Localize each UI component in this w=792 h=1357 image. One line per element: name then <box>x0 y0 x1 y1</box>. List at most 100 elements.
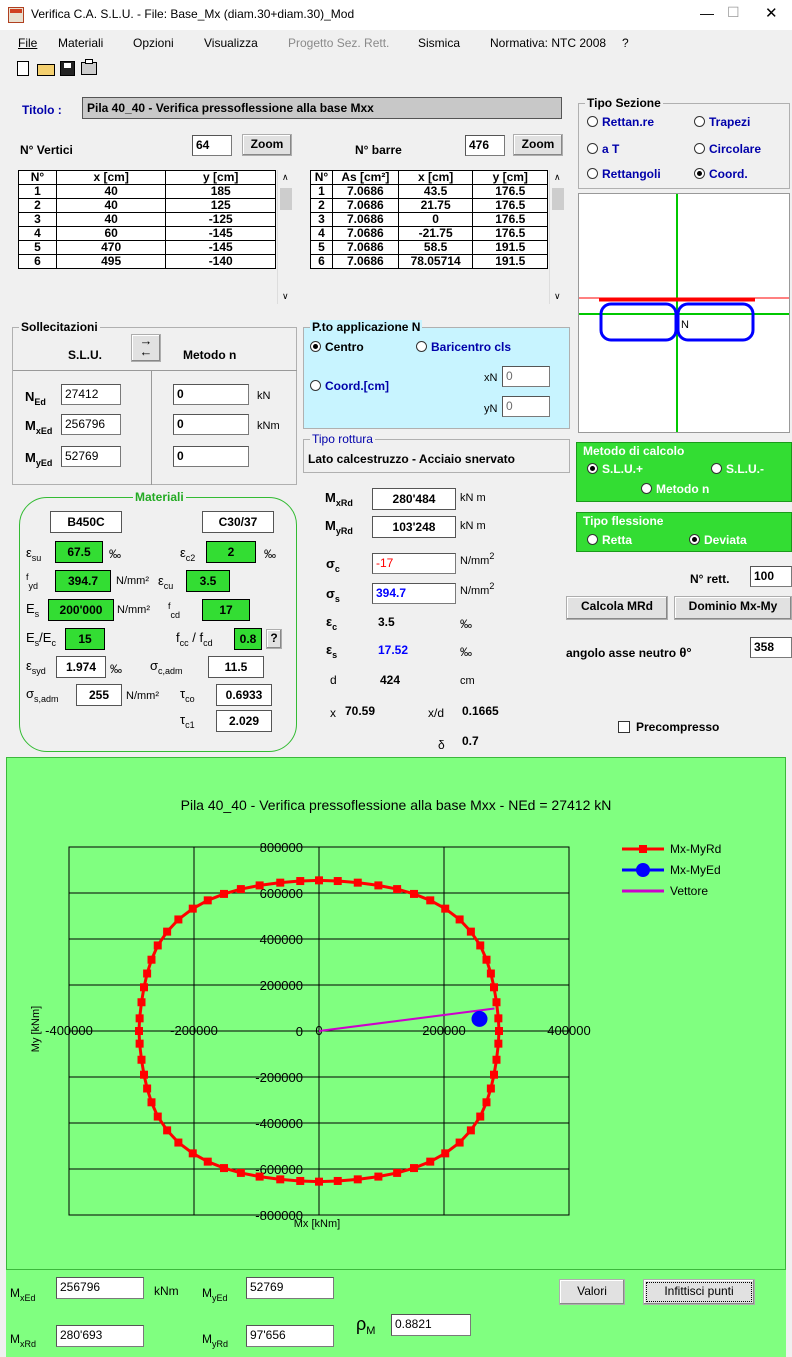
table-row[interactable]: 6 495 -140 <box>18 254 276 269</box>
menu-sismica[interactable]: Sismica <box>418 36 461 50</box>
table-row[interactable]: 2 7.0686 21.75 176.5 <box>310 198 548 213</box>
table-row[interactable]: 4 60 -145 <box>18 226 276 241</box>
scroll-thumb[interactable] <box>280 188 292 210</box>
scroll-down-icon[interactable]: ∨ <box>282 291 289 301</box>
calcola-mrd-button[interactable]: Calcola MRd <box>566 596 668 620</box>
vertici-count-input[interactable]: 64 <box>192 135 232 156</box>
barre-scrollbar[interactable]: ∧ ∨ <box>549 170 566 304</box>
barre-count-input[interactable]: 476 <box>465 135 505 156</box>
tco-field[interactable]: 0.6933 <box>216 684 272 706</box>
dominio-button[interactable]: Dominio Mx-My <box>674 596 792 620</box>
domain-point <box>490 983 498 992</box>
menu-normativa[interactable]: Normativa: NTC 2008 <box>490 36 607 50</box>
materiali-title: Materiali <box>133 490 186 504</box>
tc1-field[interactable]: 2.029 <box>216 710 272 732</box>
maximize-button[interactable]: ☐ <box>727 4 740 20</box>
toolbar <box>0 56 792 82</box>
scroll-thumb[interactable] <box>552 188 564 210</box>
myed-n-input[interactable]: 0 <box>173 446 249 467</box>
yn-input[interactable]: 0 <box>502 396 550 417</box>
menu-help[interactable]: ? <box>622 36 629 50</box>
es-field[interactable]: 200'000 <box>48 599 114 621</box>
radio-retta[interactable]: Retta <box>587 533 632 547</box>
radio-slu-minus[interactable]: S.L.U.- <box>711 462 764 476</box>
menu-file[interactable]: File <box>18 36 38 50</box>
mxed-n-input[interactable]: 0 <box>173 414 249 435</box>
radio-rettanre[interactable]: Rettan.re <box>587 115 654 129</box>
ned-input[interactable]: 27412 <box>61 384 121 405</box>
vertici-zoom-button[interactable]: Zoom <box>242 134 292 156</box>
table-row[interactable]: 3 40 -125 <box>18 212 276 227</box>
radio-deviata[interactable]: Deviata <box>689 533 747 547</box>
fyd-field[interactable]: 394.7 <box>55 570 111 592</box>
ned-n-input[interactable]: 0 <box>173 384 249 405</box>
myed-input[interactable]: 52769 <box>61 446 121 467</box>
table-row[interactable]: 5 470 -145 <box>18 240 276 255</box>
eps-c-value: 3.5 <box>378 615 395 629</box>
barre-zoom-button[interactable]: Zoom <box>513 134 563 156</box>
precompresso-checkbox[interactable]: Precompresso <box>618 720 719 734</box>
scroll-up-icon[interactable]: ∧ <box>554 172 561 182</box>
radio-trapezi[interactable]: Trapezi <box>694 115 750 129</box>
radio-coord-cm[interactable]: Coord.[cm] <box>310 379 389 393</box>
nrett-input[interactable]: 100 <box>750 566 792 587</box>
scroll-up-icon[interactable]: ∧ <box>282 172 289 182</box>
barre-table[interactable]: N° As [cm²] x [cm] y [cm] 1 7.0686 43.5 176… <box>310 170 548 269</box>
fcd-field[interactable]: 17 <box>202 599 250 621</box>
table-row[interactable]: 1 40 185 <box>18 184 276 199</box>
menu-materiali[interactable]: Materiali <box>58 36 104 50</box>
vertici-scrollbar[interactable]: ∧ ∨ <box>277 170 294 304</box>
radio-rettangoli[interactable]: Rettangoli <box>587 167 661 181</box>
mxed-input[interactable]: 256796 <box>61 414 121 435</box>
vertici-header-row: N° x [cm] y [cm] <box>18 170 276 185</box>
radio-circolare[interactable]: Circolare <box>694 142 761 156</box>
fccfcd-field[interactable]: 0.8 <box>234 628 262 650</box>
table-row[interactable]: 1 7.0686 43.5 176.5 <box>310 184 548 199</box>
esu-field[interactable]: 67.5 <box>55 541 103 563</box>
close-button[interactable]: ✕ <box>765 5 778 22</box>
window-title: Verifica C.A. S.L.U. - File: Base_Mx (di… <box>31 7 355 21</box>
table-row[interactable]: 6 7.0686 78.05714 191.5 <box>310 254 548 269</box>
table-row[interactable]: 2 40 125 <box>18 198 276 213</box>
radio-coord[interactable]: Coord. <box>694 167 748 181</box>
esec-field[interactable]: 15 <box>65 628 105 650</box>
open-folder-icon[interactable] <box>37 64 55 76</box>
ecu-field[interactable]: 3.5 <box>186 570 230 592</box>
radio-a-t[interactable]: a T <box>587 142 619 156</box>
esyd-field[interactable]: 1.974 <box>56 656 106 678</box>
ss-adm-field[interactable]: 255 <box>76 684 122 706</box>
save-icon[interactable] <box>60 61 75 76</box>
xn-input[interactable]: 0 <box>502 366 550 387</box>
menu-opzioni[interactable]: Opzioni <box>133 36 174 50</box>
infittisci-button[interactable]: Infittisci punti <box>643 1279 755 1305</box>
sc-adm-field[interactable]: 11.5 <box>208 656 264 678</box>
bottom-rho-label: ρM <box>356 1314 376 1337</box>
ec2-field[interactable]: 2 <box>206 541 256 563</box>
print-icon[interactable] <box>81 59 97 75</box>
table-row[interactable]: 3 7.0686 0 176.5 <box>310 212 548 227</box>
menu-visualizza[interactable]: Visualizza <box>204 36 258 50</box>
help-button[interactable]: ? <box>266 629 282 649</box>
titolo-field[interactable]: Pila 40_40 - Verifica pressoflessione al… <box>82 97 562 119</box>
table-row[interactable]: 5 7.0686 58.5 191.5 <box>310 240 548 255</box>
radio-metodo-n[interactable]: Metodo n <box>641 482 709 496</box>
valori-button[interactable]: Valori <box>559 1279 625 1305</box>
vertici-table[interactable]: N° x [cm] y [cm] 1 40 185 2 40 125 3 40 -125 4… <box>18 170 276 269</box>
radio-centro[interactable]: Centro <box>310 340 364 354</box>
domain-point <box>455 1138 464 1147</box>
table-row[interactable]: 4 7.0686 -21.75 176.5 <box>310 226 548 241</box>
concrete-class-field[interactable]: C30/37 <box>202 511 274 533</box>
steel-class-field[interactable]: B450C <box>50 511 122 533</box>
menu-progetto[interactable]: Progetto Sez. Rett. <box>288 36 390 50</box>
radio-slu-plus[interactable]: S.L.U.+ <box>587 462 643 476</box>
x-value: 70.59 <box>345 704 376 718</box>
minimize-button[interactable]: — <box>700 5 714 21</box>
scroll-down-icon[interactable]: ∨ <box>554 291 561 301</box>
radio-baricentro[interactable]: Baricentro cls <box>416 340 511 354</box>
angolo-input[interactable]: 358 <box>750 637 792 658</box>
section-preview[interactable]: N <box>578 193 790 433</box>
swap-arrows-button[interactable]: → ← <box>131 334 161 362</box>
new-file-icon[interactable] <box>17 61 29 76</box>
barre-header-row: N° As [cm²] x [cm] y [cm] <box>310 170 548 185</box>
domain-chart[interactable]: Pila 40_40 - Verifica pressoflessione al… <box>7 758 785 1269</box>
